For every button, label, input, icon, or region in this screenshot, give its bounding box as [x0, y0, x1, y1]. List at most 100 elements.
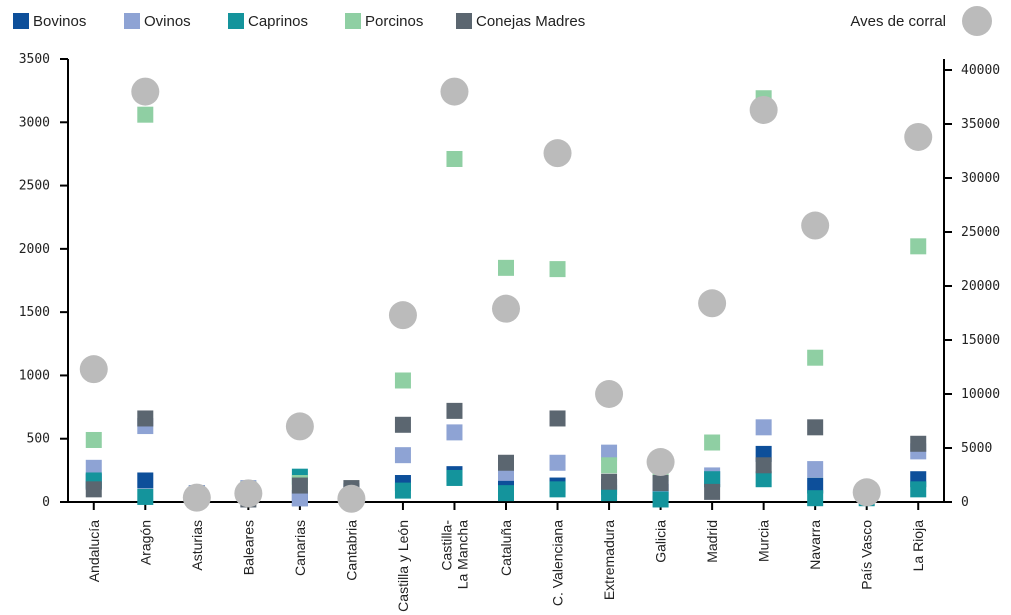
point-aves-de-corral — [749, 95, 778, 124]
x-tick-label-pais-vasco: País Vasco — [859, 520, 875, 590]
y-right-tick-label: 0 — [961, 495, 969, 510]
point-conejas-madres — [85, 481, 102, 498]
point-caprinos — [910, 481, 927, 498]
point-aves-de-corral — [646, 448, 675, 477]
point-porcinos — [137, 106, 154, 123]
point-porcinos — [910, 238, 927, 255]
point-porcinos — [394, 372, 411, 389]
point-caprinos — [498, 485, 514, 502]
y-right-tick-label: 5000 — [961, 441, 992, 456]
point-conejas-madres — [807, 419, 824, 436]
point-bovinos — [807, 477, 824, 494]
point-porcinos — [601, 457, 618, 474]
point-caprinos — [807, 490, 824, 507]
x-tick-label: Madrid — [704, 520, 720, 563]
x-tick-label: Extremadura — [601, 520, 617, 600]
point-bovinos — [137, 472, 154, 489]
legend-label-aves-de-corral: Aves de corral — [850, 13, 946, 30]
legend-label-caprinos: Caprinos — [248, 13, 308, 30]
x-tick-label: Castilla- — [438, 520, 454, 571]
x-tick-label-madrid: Madrid — [704, 520, 720, 563]
x-tick-label: Baleares — [240, 520, 256, 575]
y-left-tick-label: 1000 — [19, 368, 50, 383]
x-tick-label-la-rioja: La Rioja — [910, 520, 926, 572]
point-ovinos — [446, 424, 463, 441]
x-tick-label-baleares: Baleares — [240, 520, 256, 575]
point-conejas-madres — [291, 477, 308, 494]
point-conejas-madres — [498, 454, 514, 471]
y-left-tick-label: 3000 — [19, 115, 50, 130]
y-right-tick-label: 40000 — [961, 63, 1000, 78]
point-ovinos — [807, 461, 824, 478]
x-tick-label: Cantabria — [343, 520, 359, 581]
point-aves-de-corral — [904, 122, 933, 151]
y-right-tick-label: 30000 — [961, 171, 1000, 186]
x-tick-label-murcia: Murcia — [756, 520, 772, 562]
x-tick-label-cantabria: Cantabria — [343, 520, 359, 581]
point-aves-de-corral — [285, 412, 314, 441]
point-ovinos — [601, 444, 618, 461]
point-porcinos — [549, 261, 566, 278]
y-left-tick-label: 500 — [27, 432, 50, 447]
x-tick-label-c-valenciana: C. Valenciana — [550, 520, 566, 606]
y-right-tick-label: 25000 — [961, 225, 1000, 240]
point-caprinos — [755, 471, 772, 488]
axes: 0500100015002000250030003500050001000015… — [19, 52, 1000, 612]
x-tick-label-extremadura: Extremadura — [601, 520, 617, 600]
point-aves-de-corral — [440, 77, 469, 106]
x-tick-label-asturias: Asturias — [189, 520, 205, 571]
point-conejas-madres — [910, 435, 927, 452]
point-conejas-madres — [446, 402, 463, 419]
point-porcinos — [498, 259, 514, 276]
point-aves-de-corral — [852, 478, 881, 507]
x-tick-label-castilla-la-mancha: Castilla- La Mancha — [438, 520, 470, 590]
point-aves-de-corral — [131, 77, 160, 106]
point-conejas-madres — [601, 473, 618, 490]
x-tick-label-aragon: Aragón — [137, 520, 153, 565]
x-tick-label: Canarias — [292, 520, 308, 576]
legend-swatch-conejas-madres — [456, 13, 472, 29]
legend-swatch-porcinos — [345, 13, 361, 29]
point-ovinos — [549, 454, 566, 471]
legend-label-bovinos: Bovinos — [33, 13, 86, 30]
point-caprinos — [446, 469, 463, 486]
x-tick-label-navarra: Navarra — [807, 520, 823, 570]
y-right-tick-label: 15000 — [961, 333, 1000, 348]
point-conejas-madres — [137, 410, 154, 427]
point-ovinos — [85, 459, 102, 476]
x-tick-label: Galicia — [653, 520, 669, 563]
point-conejas-madres — [549, 410, 566, 427]
point-porcinos — [85, 431, 102, 448]
series-aves-de-corral — [79, 77, 933, 513]
x-tick-label: Andalucía — [86, 520, 102, 582]
y-left-tick-label: 2000 — [19, 242, 50, 257]
y-right-tick-label: 20000 — [961, 279, 1000, 294]
legend-label-conejas-madres: Conejas Madres — [476, 13, 585, 30]
x-tick-label-cataluna: Cataluña — [498, 520, 514, 576]
point-aves-de-corral — [182, 483, 211, 512]
x-tick-label: Cataluña — [498, 520, 514, 576]
point-caprinos — [652, 491, 669, 508]
x-tick-label: C. Valenciana — [550, 520, 566, 606]
x-tick-label: Asturias — [189, 520, 205, 571]
point-aves-de-corral — [388, 301, 417, 330]
point-porcinos — [704, 434, 721, 451]
legend-swatch-aves-de-corral — [962, 6, 992, 36]
point-aves-de-corral — [234, 479, 263, 508]
legend-label-porcinos: Porcinos — [365, 13, 423, 30]
legend-swatch-bovinos — [13, 13, 29, 29]
data-marks — [79, 77, 933, 513]
x-tick-label-galicia: Galicia — [653, 520, 669, 563]
legend: Bovinos Ovinos Caprinos Porcinos Conejas Mad… — [13, 6, 992, 36]
x-tick-label: Navarra — [807, 520, 823, 570]
legend-swatch-caprinos — [228, 13, 244, 29]
y-right-tick-label: 10000 — [961, 387, 1000, 402]
y-left-tick-label: 3500 — [19, 52, 50, 67]
y-left-tick-label: 1500 — [19, 305, 50, 320]
point-aves-de-corral — [801, 211, 830, 240]
point-aves-de-corral — [79, 355, 108, 384]
point-aves-de-corral — [337, 484, 366, 513]
point-caprinos — [394, 482, 411, 499]
point-ovinos — [394, 447, 411, 464]
legend-swatch-ovinos — [124, 13, 140, 29]
